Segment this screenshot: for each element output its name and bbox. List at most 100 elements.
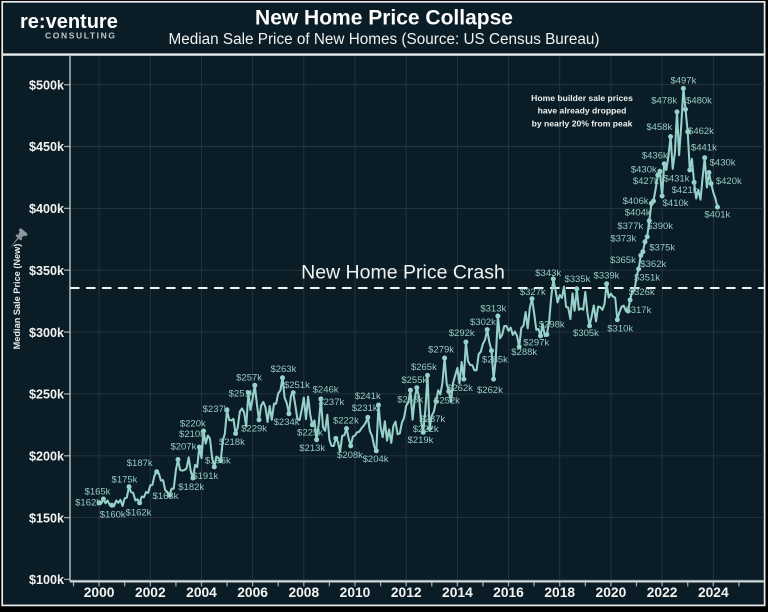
svg-text:$222k: $222k <box>333 416 359 427</box>
svg-text:$335k: $335k <box>564 274 590 285</box>
svg-text:$310k: $310k <box>607 323 633 334</box>
svg-text:$436k: $436k <box>642 150 668 161</box>
svg-text:$317k: $317k <box>625 305 651 316</box>
svg-text:$225k: $225k <box>297 427 323 438</box>
svg-text:$222k: $222k <box>413 424 439 435</box>
svg-text:$430k: $430k <box>710 157 736 168</box>
svg-text:$168k: $168k <box>153 491 179 502</box>
svg-text:2024: 2024 <box>698 585 729 600</box>
svg-text:$430k: $430k <box>631 165 657 176</box>
svg-text:$362k: $362k <box>640 259 666 270</box>
svg-text:by nearly 20% from peak: by nearly 20% from peak <box>532 119 633 129</box>
svg-text:$497k: $497k <box>670 76 696 87</box>
svg-text:$326k: $326k <box>629 287 655 298</box>
svg-text:have already dropped: have already dropped <box>538 106 627 116</box>
svg-text:$343k: $343k <box>535 268 561 279</box>
svg-text:$237k: $237k <box>419 414 445 425</box>
svg-text:$262k: $262k <box>447 383 473 394</box>
svg-text:$377k: $377k <box>617 221 643 232</box>
svg-text:$150k: $150k <box>29 511 65 525</box>
svg-text:$298k: $298k <box>539 320 565 331</box>
svg-text:Median Sale Price of New Homes: Median Sale Price of New Homes (Source: … <box>168 31 599 48</box>
svg-text:$500k: $500k <box>29 78 65 92</box>
svg-text:$390k: $390k <box>647 221 673 232</box>
svg-text:2002: 2002 <box>135 585 166 600</box>
svg-text:$400k: $400k <box>29 202 65 216</box>
svg-text:$375k: $375k <box>649 242 675 253</box>
svg-text:$404k: $404k <box>625 208 651 219</box>
svg-text:$292k: $292k <box>449 328 475 339</box>
svg-text:$231k: $231k <box>352 403 378 414</box>
svg-text:re:venture: re:venture <box>20 11 118 33</box>
svg-text:$204k: $204k <box>363 454 389 465</box>
svg-text:$327k: $327k <box>520 287 546 298</box>
svg-text:$220k: $220k <box>180 419 206 430</box>
svg-text:$207k: $207k <box>170 442 196 453</box>
svg-text:$255k: $255k <box>401 375 427 386</box>
svg-text:2010: 2010 <box>340 585 371 600</box>
svg-text:$229k: $229k <box>241 424 267 435</box>
svg-text:2014: 2014 <box>442 585 473 600</box>
svg-text:CONSULTING: CONSULTING <box>45 31 117 41</box>
svg-text:Home builder sale prices: Home builder sale prices <box>531 93 633 103</box>
svg-text:$252k: $252k <box>434 395 460 406</box>
svg-text:New Home Price Crash: New Home Price Crash <box>301 262 505 284</box>
svg-text:$351k: $351k <box>634 272 660 283</box>
svg-text:$100k: $100k <box>29 573 65 587</box>
svg-text:$313k: $313k <box>480 303 506 314</box>
svg-text:$182k: $182k <box>178 482 204 493</box>
svg-text:$208k: $208k <box>337 450 363 461</box>
svg-text:New Home Price Collapse: New Home Price Collapse <box>255 7 513 30</box>
svg-text:$431k: $431k <box>664 174 690 185</box>
svg-text:$285k: $285k <box>482 355 508 366</box>
svg-text:$262k: $262k <box>477 385 503 396</box>
svg-text:$251k: $251k <box>229 389 255 400</box>
svg-text:$427k: $427k <box>633 176 659 187</box>
svg-text:$478k: $478k <box>651 96 677 107</box>
svg-text:$305k: $305k <box>573 328 599 339</box>
svg-text:2000: 2000 <box>84 585 115 600</box>
svg-text:$288k: $288k <box>511 347 537 358</box>
svg-text:$191k: $191k <box>192 471 218 482</box>
svg-text:$162k: $162k <box>126 507 152 518</box>
svg-text:$365k: $365k <box>610 255 636 266</box>
svg-text:$165k: $165k <box>85 487 111 498</box>
svg-text:$406k: $406k <box>623 196 649 207</box>
svg-text:$246k: $246k <box>313 385 339 396</box>
svg-text:$162k: $162k <box>75 497 101 508</box>
svg-text:$187k: $187k <box>127 458 153 469</box>
svg-text:$250k: $250k <box>29 388 65 402</box>
svg-text:$219k: $219k <box>408 435 434 446</box>
svg-text:$462k: $462k <box>688 126 714 137</box>
svg-text:$210k: $210k <box>179 429 205 440</box>
svg-text:$401k: $401k <box>704 210 730 221</box>
svg-text:$196k: $196k <box>205 456 231 467</box>
svg-text:$458k: $458k <box>646 122 672 133</box>
svg-text:2004: 2004 <box>186 585 217 600</box>
svg-text:$263k: $263k <box>270 364 296 375</box>
svg-text:$297k: $297k <box>523 337 549 348</box>
svg-text:$237k: $237k <box>203 404 229 415</box>
svg-text:$175k: $175k <box>112 474 138 485</box>
svg-text:2008: 2008 <box>288 585 319 600</box>
svg-text:$302k: $302k <box>470 317 496 328</box>
svg-text:$218k: $218k <box>219 437 245 448</box>
svg-text:2006: 2006 <box>237 585 268 600</box>
svg-text:$251k: $251k <box>284 380 310 391</box>
svg-text:2012: 2012 <box>391 585 422 600</box>
svg-text:$253k: $253k <box>397 394 423 405</box>
svg-text:$421k: $421k <box>672 185 698 196</box>
svg-text:$480k: $480k <box>686 96 712 107</box>
svg-text:$234k: $234k <box>274 417 300 428</box>
svg-text:$450k: $450k <box>29 140 65 154</box>
svg-text:$160k: $160k <box>100 510 126 521</box>
svg-text:$257k: $257k <box>236 373 262 384</box>
svg-text:$410k: $410k <box>663 198 689 209</box>
svg-text:$441k: $441k <box>691 142 717 153</box>
svg-text:$300k: $300k <box>29 326 65 340</box>
svg-text:2020: 2020 <box>596 585 627 600</box>
svg-text:2022: 2022 <box>647 585 678 600</box>
svg-text:$350k: $350k <box>29 264 65 278</box>
svg-text:$213k: $213k <box>299 443 325 454</box>
svg-text:2018: 2018 <box>544 585 575 600</box>
